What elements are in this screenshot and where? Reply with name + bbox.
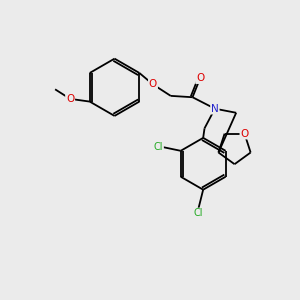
Text: O: O [240, 129, 249, 139]
Text: O: O [149, 80, 157, 89]
Text: Cl: Cl [154, 142, 163, 152]
Text: Cl: Cl [194, 208, 203, 218]
Text: O: O [196, 73, 204, 83]
Text: O: O [66, 94, 74, 104]
Text: N: N [211, 104, 219, 114]
